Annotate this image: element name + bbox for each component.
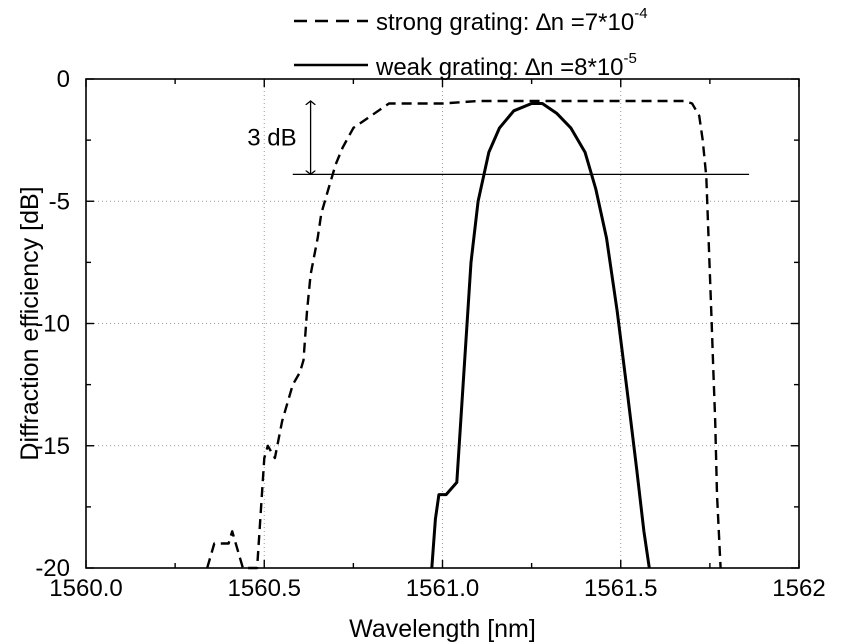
y-tick-label-3: -15	[35, 433, 70, 460]
annotation-3db-label: 3 dB	[247, 125, 296, 152]
y-tick-label-4: -20	[35, 555, 70, 582]
plot-area: 3 dB 1560.0 1560.5 1561.0 1561.5 1562 0 -5 -10…	[35, 66, 825, 602]
x-tick-labels: 1560.0 1560.5 1561.0 1561.5 1562	[49, 575, 825, 602]
x-tick-label-4: 1562	[772, 575, 825, 602]
axis-ticks	[85, 78, 800, 569]
y-tick-label-0: 0	[57, 66, 70, 93]
series-line-strong-grating	[206, 99, 722, 570]
y-tick-label-2: -10	[35, 311, 70, 338]
series-layer	[206, 99, 722, 570]
x-tick-label-1: 1560.5	[228, 575, 301, 602]
y-tick-labels: 0 -5 -10 -15 -20	[35, 66, 70, 582]
legend-label-weak: weak grating: ∆n =8*10-5	[375, 50, 637, 81]
x-tick-label-3: 1561.5	[584, 575, 657, 602]
grid	[86, 79, 799, 568]
annotation-layer: 3 dB	[247, 101, 310, 174]
series-line-weak-grating	[430, 102, 651, 569]
x-tick-label-2: 1561.0	[406, 575, 479, 602]
x-axis-label: Wavelength [nm]	[349, 615, 536, 643]
legend-label-strong: strong grating: ∆n =7*10-4	[376, 5, 648, 36]
x-tick-label-0: 1560.0	[49, 575, 122, 602]
y-axis-label: Diffraction efficiency [dB]	[16, 186, 44, 460]
legend: strong grating: ∆n =7*10-4 weak grating:…	[294, 5, 648, 81]
y-tick-label-1: -5	[49, 188, 70, 215]
